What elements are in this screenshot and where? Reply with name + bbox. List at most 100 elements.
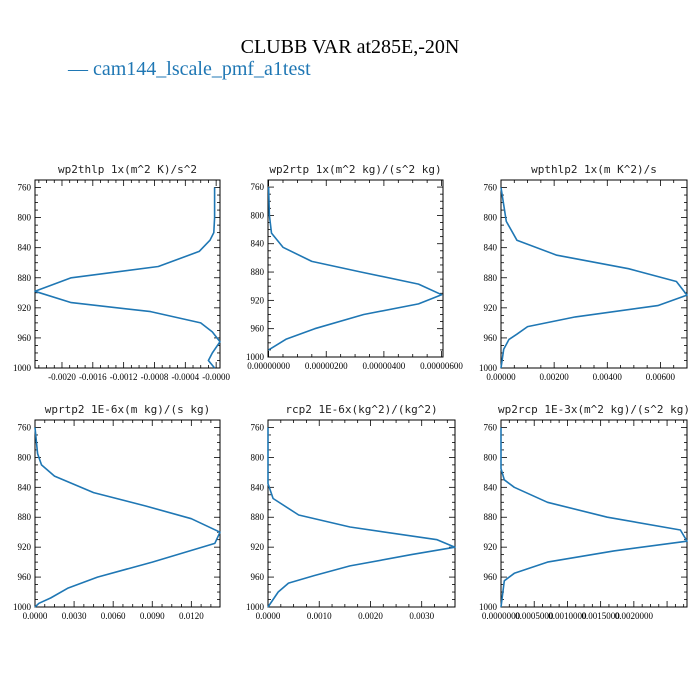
- y-tick-label: 920: [251, 295, 265, 305]
- x-tick-label: 0.0020: [358, 611, 383, 621]
- x-tick-label: 0.0030: [62, 611, 87, 621]
- x-tick-label: -0.0004: [171, 372, 199, 382]
- x-tick-label: 0.0010: [307, 611, 332, 621]
- x-tick-label: 0.0010000: [548, 611, 587, 621]
- profile-line: [500, 427, 688, 608]
- x-tick-label: 0.0060: [101, 611, 126, 621]
- x-tick-label: 0.0090: [140, 611, 165, 621]
- x-tick-label: 0.00600: [646, 372, 676, 382]
- x-tick-label: 0.0000: [23, 611, 48, 621]
- panel-4: wprtp2 1E-6x(m kg)/(s kg) 760 800 840 880 920…: [13, 403, 221, 621]
- panel-3: wpthlp2 1x(m K^2)/s 760 800 840 880 920 960 100…: [479, 163, 688, 382]
- panel-2: wp2rtp 1x(m^2 kg)/(s^2 kg) 760 800 840 880 92…: [246, 163, 463, 371]
- y-tick-label: 1000: [246, 602, 265, 612]
- profile-line: [267, 427, 456, 608]
- y-tick-label: 1000: [246, 352, 265, 362]
- y-tick-label: 800: [484, 452, 498, 462]
- y-tick-label: 1000: [479, 363, 498, 373]
- y-tick-label: 960: [18, 572, 32, 582]
- y-tick-label: 840: [484, 482, 498, 492]
- x-tick-label: 0.00200: [540, 372, 570, 382]
- y-tick-label: 960: [484, 333, 498, 343]
- panel-title: rcp2 1E-6x(kg^2)/(kg^2): [285, 403, 437, 416]
- x-tick-label: 0.0005000: [515, 611, 554, 621]
- y-tick-label: 880: [251, 512, 265, 522]
- x-tick-label: -0.0008: [141, 372, 169, 382]
- x-tick-label: 0.00000000: [247, 361, 290, 371]
- x-tick-label: 0.00000400: [363, 361, 406, 371]
- x-tick-label: 0.00400: [593, 372, 623, 382]
- plot-frame: [34, 419, 221, 608]
- y-tick-label: 800: [18, 213, 32, 223]
- y-tick-label: 1000: [13, 602, 32, 612]
- y-tick-label: 760: [484, 183, 498, 193]
- profile-line: [500, 187, 688, 369]
- y-tick-label: 960: [251, 572, 265, 582]
- profile-line: [34, 187, 221, 369]
- y-tick-label: 840: [18, 482, 32, 492]
- y-tick-label: 960: [18, 333, 32, 343]
- x-tick-label: 0.0030: [409, 611, 434, 621]
- plot-frame: [267, 419, 456, 608]
- y-tick-label: 880: [484, 273, 498, 283]
- y-tick-label: 1000: [13, 363, 32, 373]
- panel-6: wp2rcp 1E-3x(m^2 kg)/(s^2 kg)760 800 840 88…: [479, 403, 690, 621]
- y-tick-label: 880: [18, 512, 32, 522]
- y-tick-label: 960: [484, 572, 498, 582]
- x-tick-label: -0.0012: [110, 372, 138, 382]
- x-tick-label: 0.00000: [486, 372, 516, 382]
- panel-title: wpthlp2 1x(m K^2)/s: [531, 163, 657, 176]
- y-tick-label: 760: [251, 422, 265, 432]
- legend-line-marker: —: [68, 58, 88, 80]
- y-tick-label: 800: [484, 213, 498, 223]
- x-tick-label: 0.0000000: [482, 611, 521, 621]
- y-tick-label: 840: [484, 243, 498, 253]
- panel-5: rcp2 1E-6x(kg^2)/(kg^2) 760 800 840 880 920 96…: [246, 403, 456, 621]
- y-tick-label: 880: [18, 273, 32, 283]
- x-tick-label: 0.0020000: [615, 611, 654, 621]
- panel-title: wprtp2 1E-6x(m kg)/(s kg): [45, 403, 211, 416]
- y-tick-label: 760: [251, 182, 265, 192]
- y-tick-label: 800: [251, 452, 265, 462]
- y-tick-label: 920: [484, 542, 498, 552]
- x-tick-label: 0.00000200: [305, 361, 348, 371]
- y-tick-label: 960: [251, 324, 265, 334]
- x-tick-label: 0.00000600: [420, 361, 463, 371]
- x-tick-label: -0.0000: [202, 372, 230, 382]
- x-tick-label: 0.0015000: [582, 611, 621, 621]
- y-tick-label: 760: [18, 422, 32, 432]
- y-tick-label: 920: [251, 542, 265, 552]
- y-tick-label: 880: [251, 267, 265, 277]
- x-tick-label: 0.0000: [256, 611, 281, 621]
- y-tick-label: 840: [251, 482, 265, 492]
- y-tick-label: 840: [251, 239, 265, 249]
- plot-frame: [34, 179, 221, 369]
- x-tick-label: -0.0016: [79, 372, 107, 382]
- y-tick-label: 840: [18, 243, 32, 253]
- y-tick-label: 1000: [479, 602, 498, 612]
- plot-frame: [500, 419, 688, 608]
- y-tick-label: 920: [18, 303, 32, 313]
- plot-frame: [267, 179, 444, 358]
- plot-frame: [500, 179, 688, 369]
- figure-title: CLUBB VAR at285E,-20N: [240, 36, 460, 58]
- y-tick-label: 800: [251, 210, 265, 220]
- y-tick-label: 880: [484, 512, 498, 522]
- x-tick-label: -0.0020: [48, 372, 76, 382]
- panel-title: wp2rcp 1E-3x(m^2 kg)/(s^2 kg): [498, 403, 690, 416]
- panel-1: wp2thlp 1x(m^2 K)/s^2 760 800 840 880 920 960 1…: [13, 163, 231, 382]
- legend-label: cam144_lscale_pmf_a1test: [93, 58, 311, 80]
- profile-line: [267, 187, 443, 351]
- y-tick-label: 920: [18, 542, 32, 552]
- panel-title: wp2rtp 1x(m^2 kg)/(s^2 kg): [269, 163, 441, 176]
- x-tick-label: 0.0120: [179, 611, 204, 621]
- y-tick-label: 760: [18, 183, 32, 193]
- y-tick-label: 920: [484, 303, 498, 313]
- profile-line: [34, 427, 221, 608]
- y-tick-label: 800: [18, 452, 32, 462]
- panel-title: wp2thlp 1x(m^2 K)/s^2: [58, 163, 197, 176]
- legend: — cam144_lscale_pmf_a1test: [68, 58, 311, 81]
- y-tick-label: 760: [484, 422, 498, 432]
